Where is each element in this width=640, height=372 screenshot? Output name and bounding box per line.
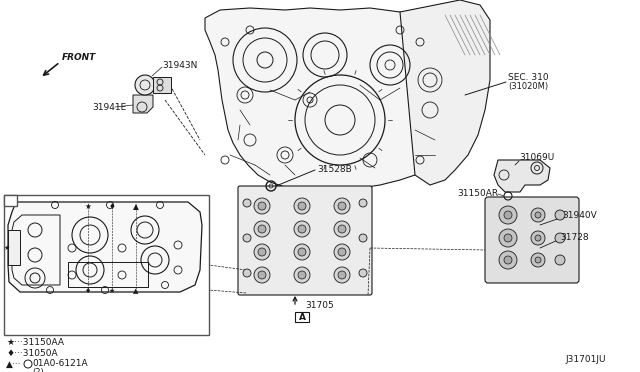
Text: 31528B: 31528B [317, 166, 352, 174]
Text: J31701JU: J31701JU [565, 356, 605, 365]
Circle shape [254, 198, 270, 214]
Circle shape [258, 248, 266, 256]
Circle shape [338, 225, 346, 233]
Circle shape [555, 210, 565, 220]
Text: ▲: ▲ [133, 202, 139, 211]
Bar [153, 77, 171, 93]
Text: ♦: ♦ [109, 202, 115, 211]
Text: 31150AR: 31150AR [457, 189, 498, 199]
Polygon shape [400, 0, 490, 185]
Bar [295, 312, 309, 322]
Circle shape [243, 234, 251, 242]
Text: 31705: 31705 [305, 301, 333, 311]
Circle shape [359, 234, 367, 242]
Circle shape [499, 206, 517, 224]
Polygon shape [133, 95, 153, 113]
Circle shape [135, 75, 155, 95]
Circle shape [499, 229, 517, 247]
Circle shape [504, 211, 512, 219]
Circle shape [531, 208, 545, 222]
Circle shape [294, 221, 310, 237]
Circle shape [535, 212, 541, 218]
Polygon shape [205, 8, 452, 192]
Circle shape [258, 202, 266, 210]
Circle shape [359, 269, 367, 277]
Bar [4, 195, 17, 206]
Text: ★···31150AA: ★···31150AA [6, 337, 64, 346]
Circle shape [504, 234, 512, 242]
Circle shape [555, 255, 565, 265]
Bar [68, 262, 148, 287]
Circle shape [499, 251, 517, 269]
Circle shape [334, 267, 350, 283]
Bar [8, 230, 20, 265]
FancyBboxPatch shape [485, 197, 579, 283]
Text: A: A [6, 196, 13, 206]
Text: ★: ★ [84, 202, 92, 211]
Text: ★: ★ [4, 245, 10, 251]
Circle shape [258, 225, 266, 233]
Circle shape [535, 235, 541, 241]
Text: ▲: ▲ [133, 288, 139, 294]
Text: ♦···31050A: ♦···31050A [6, 349, 58, 357]
Text: SEC. 310: SEC. 310 [508, 74, 548, 83]
Circle shape [254, 267, 270, 283]
Circle shape [359, 199, 367, 207]
Circle shape [334, 221, 350, 237]
Circle shape [294, 198, 310, 214]
Polygon shape [494, 160, 550, 192]
Circle shape [334, 198, 350, 214]
Text: A: A [298, 312, 305, 321]
FancyBboxPatch shape [238, 186, 372, 295]
Circle shape [243, 269, 251, 277]
Bar [4, 195, 209, 335]
Text: 31941E: 31941E [92, 103, 126, 112]
Circle shape [504, 256, 512, 264]
Circle shape [298, 248, 306, 256]
Circle shape [258, 271, 266, 279]
Circle shape [298, 225, 306, 233]
Circle shape [294, 244, 310, 260]
Text: 31069U: 31069U [519, 154, 554, 163]
Circle shape [338, 202, 346, 210]
Polygon shape [8, 202, 202, 292]
Circle shape [338, 271, 346, 279]
Text: (2): (2) [32, 368, 44, 372]
Text: 31728: 31728 [560, 234, 589, 243]
Circle shape [531, 231, 545, 245]
Text: 01A0-6121A: 01A0-6121A [32, 359, 88, 369]
Circle shape [531, 253, 545, 267]
Circle shape [294, 267, 310, 283]
Circle shape [254, 244, 270, 260]
Circle shape [298, 202, 306, 210]
Circle shape [535, 257, 541, 263]
Text: 31940V: 31940V [562, 212, 596, 221]
Text: ▲···: ▲··· [6, 359, 22, 369]
Circle shape [555, 233, 565, 243]
Circle shape [254, 221, 270, 237]
Text: ★: ★ [109, 288, 115, 294]
Circle shape [338, 248, 346, 256]
Circle shape [243, 199, 251, 207]
Circle shape [298, 271, 306, 279]
Text: (31020M): (31020M) [508, 81, 548, 90]
Text: FRONT: FRONT [62, 54, 96, 62]
Circle shape [334, 244, 350, 260]
Text: 31943N: 31943N [162, 61, 197, 70]
Text: ♦: ♦ [85, 288, 91, 294]
